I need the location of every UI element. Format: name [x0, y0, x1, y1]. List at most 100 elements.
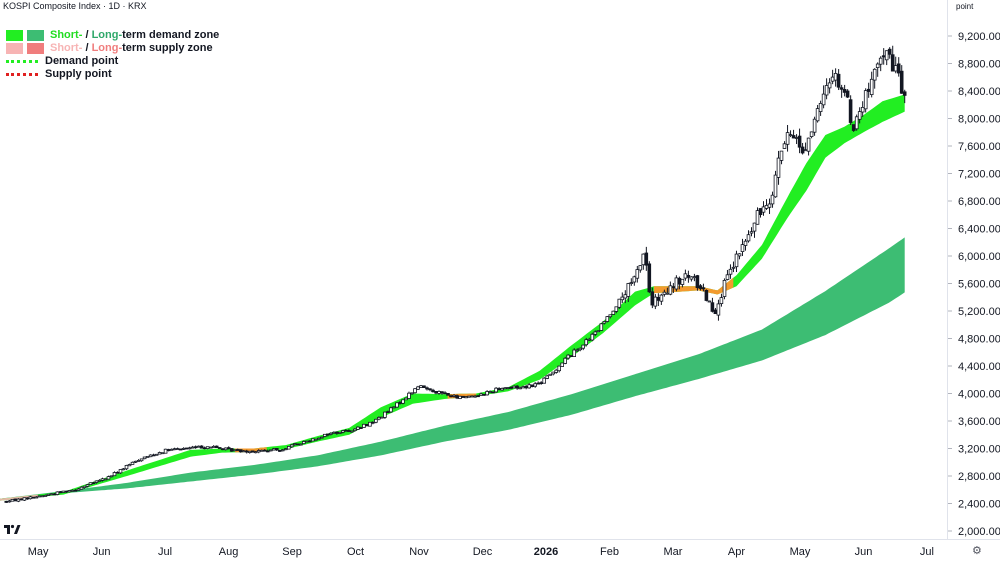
- candle-body: [575, 349, 579, 352]
- candle: [533, 382, 537, 388]
- candle: [97, 479, 102, 482]
- candle: [49, 493, 54, 496]
- candle: [680, 278, 685, 288]
- candle-body: [899, 70, 904, 94]
- candle-body: [416, 386, 420, 390]
- candle-body: [566, 354, 570, 359]
- candle-body: [437, 390, 441, 394]
- candle: [845, 89, 850, 98]
- candle: [184, 447, 189, 450]
- candle-body: [758, 208, 763, 215]
- candle-body: [295, 443, 300, 446]
- candle: [596, 330, 601, 333]
- candle-body: [404, 397, 408, 401]
- candle-body: [380, 416, 384, 419]
- candle: [76, 488, 81, 491]
- candle: [605, 315, 610, 323]
- candle-body: [19, 498, 24, 501]
- candle: [875, 62, 880, 77]
- candle-body: [554, 369, 558, 373]
- candle-body: [668, 285, 673, 295]
- candle: [298, 443, 303, 446]
- candle: [380, 416, 384, 419]
- candle: [659, 293, 664, 305]
- candle: [884, 50, 889, 66]
- candle: [368, 421, 372, 427]
- candle: [890, 45, 895, 72]
- candle-body: [587, 338, 591, 341]
- y-tick-label: 3,200.00: [958, 444, 1000, 456]
- candle-body: [458, 395, 462, 399]
- candle: [43, 494, 48, 497]
- candle-body: [328, 432, 333, 435]
- candle-body: [371, 421, 375, 424]
- candle-body: [205, 446, 210, 450]
- candle: [848, 95, 853, 125]
- candle-body: [821, 93, 826, 106]
- candle: [572, 348, 576, 357]
- candle-body: [683, 273, 688, 279]
- candle-body: [866, 88, 871, 92]
- candle: [467, 395, 471, 398]
- candle-body: [665, 292, 670, 295]
- candle: [836, 69, 841, 91]
- candle-body: [332, 431, 336, 434]
- candle-body: [722, 279, 727, 297]
- candle: [821, 85, 826, 109]
- candle: [40, 495, 45, 498]
- tradingview-logo-icon[interactable]: [3, 523, 21, 535]
- candle-body: [446, 392, 450, 396]
- candle-body: [845, 90, 850, 98]
- legend-supply-point: Supply point: [6, 68, 219, 81]
- candle: [632, 275, 637, 286]
- candle-body: [434, 390, 438, 394]
- candle-body: [755, 210, 760, 225]
- candle: [461, 395, 465, 398]
- y-tick-label: 4,400.00: [958, 361, 1000, 373]
- settings-icon[interactable]: ⚙: [972, 545, 982, 557]
- candle-body: [286, 445, 291, 450]
- candle-body: [728, 268, 733, 275]
- candle-body: [689, 276, 694, 280]
- y-tick-label: 6,800.00: [958, 196, 1000, 208]
- supply-point-line: [6, 73, 38, 76]
- candle: [422, 385, 426, 388]
- candle-body: [79, 486, 84, 490]
- legend-short-label: Short-: [50, 29, 83, 41]
- x-tick-label: Oct: [347, 546, 364, 558]
- candle: [752, 222, 757, 238]
- candle: [812, 116, 817, 136]
- candle-body: [503, 387, 507, 390]
- candle-body: [160, 452, 165, 455]
- candle-body: [151, 454, 156, 457]
- candle: [223, 447, 228, 451]
- candle-body: [629, 282, 634, 285]
- candle-body: [902, 91, 907, 96]
- candle-body: [524, 385, 528, 389]
- candle-body: [106, 476, 111, 480]
- candle: [362, 423, 366, 428]
- candle-body: [94, 480, 99, 483]
- candle-body: [229, 448, 234, 452]
- candle-body: [422, 385, 426, 388]
- candle-body: [40, 495, 45, 498]
- candle-body: [292, 443, 297, 446]
- candle-body: [872, 68, 877, 81]
- candle: [404, 397, 408, 401]
- x-tick-label: Aug: [219, 546, 239, 558]
- candle-body: [100, 478, 105, 481]
- candle-body: [250, 450, 255, 453]
- legend-demand-zone: Short- / Long- term demand zone: [6, 29, 219, 42]
- candle-body: [509, 386, 513, 389]
- candle-body: [479, 393, 483, 396]
- candle: [338, 431, 342, 434]
- candle-body: [737, 253, 742, 257]
- candle-body: [395, 402, 399, 408]
- candle-body: [31, 496, 36, 499]
- candle: [280, 448, 285, 452]
- candle-body: [734, 253, 739, 268]
- candle-body: [614, 306, 619, 312]
- candle-body: [584, 339, 588, 346]
